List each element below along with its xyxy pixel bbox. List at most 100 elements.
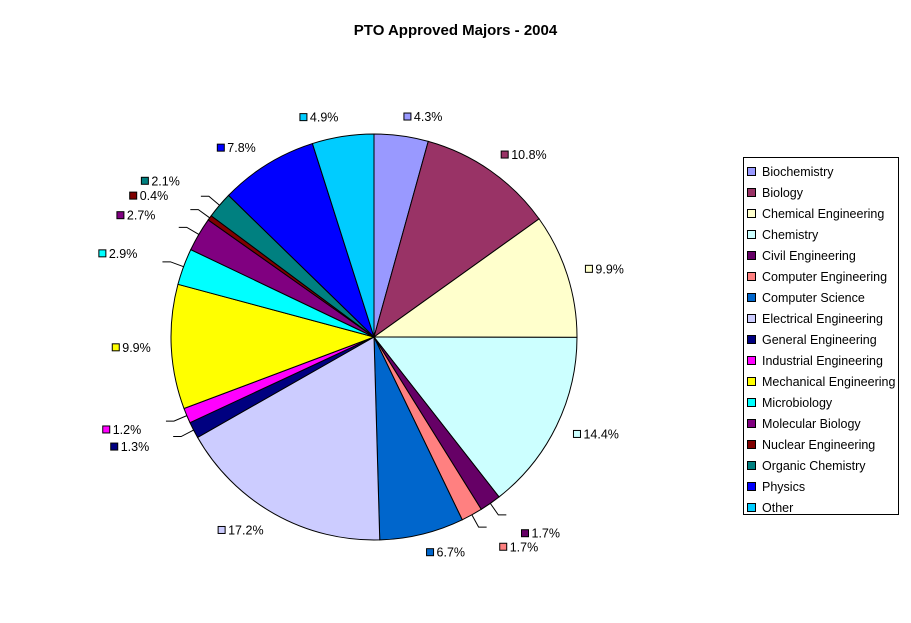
data-label-text: 1.7% [532,527,561,541]
slice-chemistry [372,336,578,498]
data-label-physics: 7.8% [216,141,256,155]
legend-swatch [747,503,756,512]
legend-item-microbiology: Microbiology [744,392,898,413]
slice-electrical-engineering [196,336,381,541]
data-label-swatch [110,442,119,451]
data-label-swatch [129,191,138,200]
data-label-text: 1.7% [510,540,539,554]
legend-label: Molecular Biology [762,416,861,431]
data-label-organic-chemistry: 2.1% [140,174,180,188]
legend-swatch [747,293,756,302]
data-label-biology: 10.8% [500,148,547,162]
leader-line-organic-chemistry [200,195,220,206]
data-label-swatch [584,264,593,273]
data-label-computer-science: 6.7% [426,546,466,560]
legend-item-molecular-biology: Molecular Biology [744,413,898,434]
data-label-text: 17.2% [228,523,263,537]
slice-physics [227,142,375,338]
data-label-text: 9.9% [122,341,151,355]
slice-biology [373,140,540,339]
legend-item-other: Other [744,497,898,518]
legend-item-biochemistry: Biochemistry [744,161,898,182]
legend-item-physics: Physics [744,476,898,497]
legend-label: Other [762,500,794,515]
legend-item-industrial-engineering: Industrial Engineering [744,350,898,371]
legend-label: Biochemistry [762,164,834,179]
data-label-swatch [426,548,435,557]
data-label-text: 2.7% [127,209,156,223]
legend-swatch [747,272,756,281]
legend-item-electrical-engineering: Electrical Engineering [744,308,898,329]
legend-swatch [747,188,756,197]
data-label-industrial-engineering: 1.2% [102,423,142,437]
legend-label: Mechanical Engineering [762,374,896,389]
data-label-text: 0.4% [140,189,169,203]
data-label-text: 14.4% [583,427,618,441]
leader-line-industrial-engineering [165,415,188,422]
data-label-swatch [98,249,107,258]
legend-swatch [747,356,756,365]
data-label-general-engineering: 1.3% [110,440,149,454]
data-label-text: 4.9% [310,111,339,125]
legend-label: Organic Chemistry [762,458,866,473]
leader-line-general-engineering [173,429,194,438]
slice-mechanical-engineering [170,283,376,410]
data-label-electrical-engineering: 17.2% [217,523,264,537]
legend-item-general-engineering: General Engineering [744,329,898,350]
legend-label: Electrical Engineering [762,311,883,326]
legend-item-nuclear-engineering: Nuclear Engineering [744,434,898,455]
data-label-computer-engineering: 1.7% [499,540,539,554]
legend-swatch [747,230,756,239]
legend-label: Computer Engineering [762,269,888,284]
leader-line-microbiology [162,261,184,268]
data-label-microbiology: 2.9% [98,247,138,261]
data-label-swatch [111,343,120,352]
data-label-text: 1.2% [113,423,142,437]
legend-label: Physics [762,479,806,494]
data-label-swatch [140,176,149,185]
data-label-swatch [521,529,530,538]
legend-item-computer-engineering: Computer Engineering [744,266,898,287]
leader-line-nuclear-engineering [190,209,210,219]
data-label-text: 2.9% [109,247,138,261]
data-label-swatch [500,150,509,159]
data-label-swatch [299,113,308,122]
data-label-swatch [572,429,581,438]
leader-line-computer-engineering [471,514,487,528]
slice-other [311,133,375,338]
data-label-text: 2.1% [151,174,180,188]
data-label-nuclear-engineering: 0.4% [129,189,169,203]
legend-swatch [747,314,756,323]
legend-swatch [747,461,756,470]
data-label-swatch [216,143,225,152]
legend-label: General Engineering [762,332,877,347]
legend-item-organic-chemistry: Organic Chemistry [744,455,898,476]
data-label-text: 10.8% [511,148,546,162]
data-label-swatch [102,425,111,434]
legend-label: Computer Science [762,290,865,305]
legend-label: Nuclear Engineering [762,437,876,452]
legend-label: Industrial Engineering [762,353,883,368]
chart-legend: Biochemistry Biology Chemical Engineering C… [743,157,899,515]
slice-chemical-engineering [372,218,578,338]
data-label-text: 6.7% [437,546,466,560]
legend-label: Chemical Engineering [762,206,885,221]
data-label-chemical-engineering: 9.9% [584,262,624,276]
legend-item-chemical-engineering: Chemical Engineering [744,203,898,224]
legend-label: Chemistry [762,227,819,242]
leader-line-civil-engineering [489,503,507,516]
legend-swatch [747,167,756,176]
legend-item-civil-engineering: Civil Engineering [744,245,898,266]
data-label-swatch [217,525,226,534]
data-label-text: 7.8% [227,141,256,155]
data-label-text: 4.3% [414,110,443,124]
legend-swatch [747,209,756,218]
data-label-swatch [116,211,125,220]
data-label-civil-engineering: 1.7% [521,527,561,541]
legend-swatch [747,335,756,344]
legend-item-chemistry: Chemistry [744,224,898,245]
legend-swatch [747,440,756,449]
data-label-biochemistry: 4.3% [403,110,443,124]
legend-swatch [747,398,756,407]
